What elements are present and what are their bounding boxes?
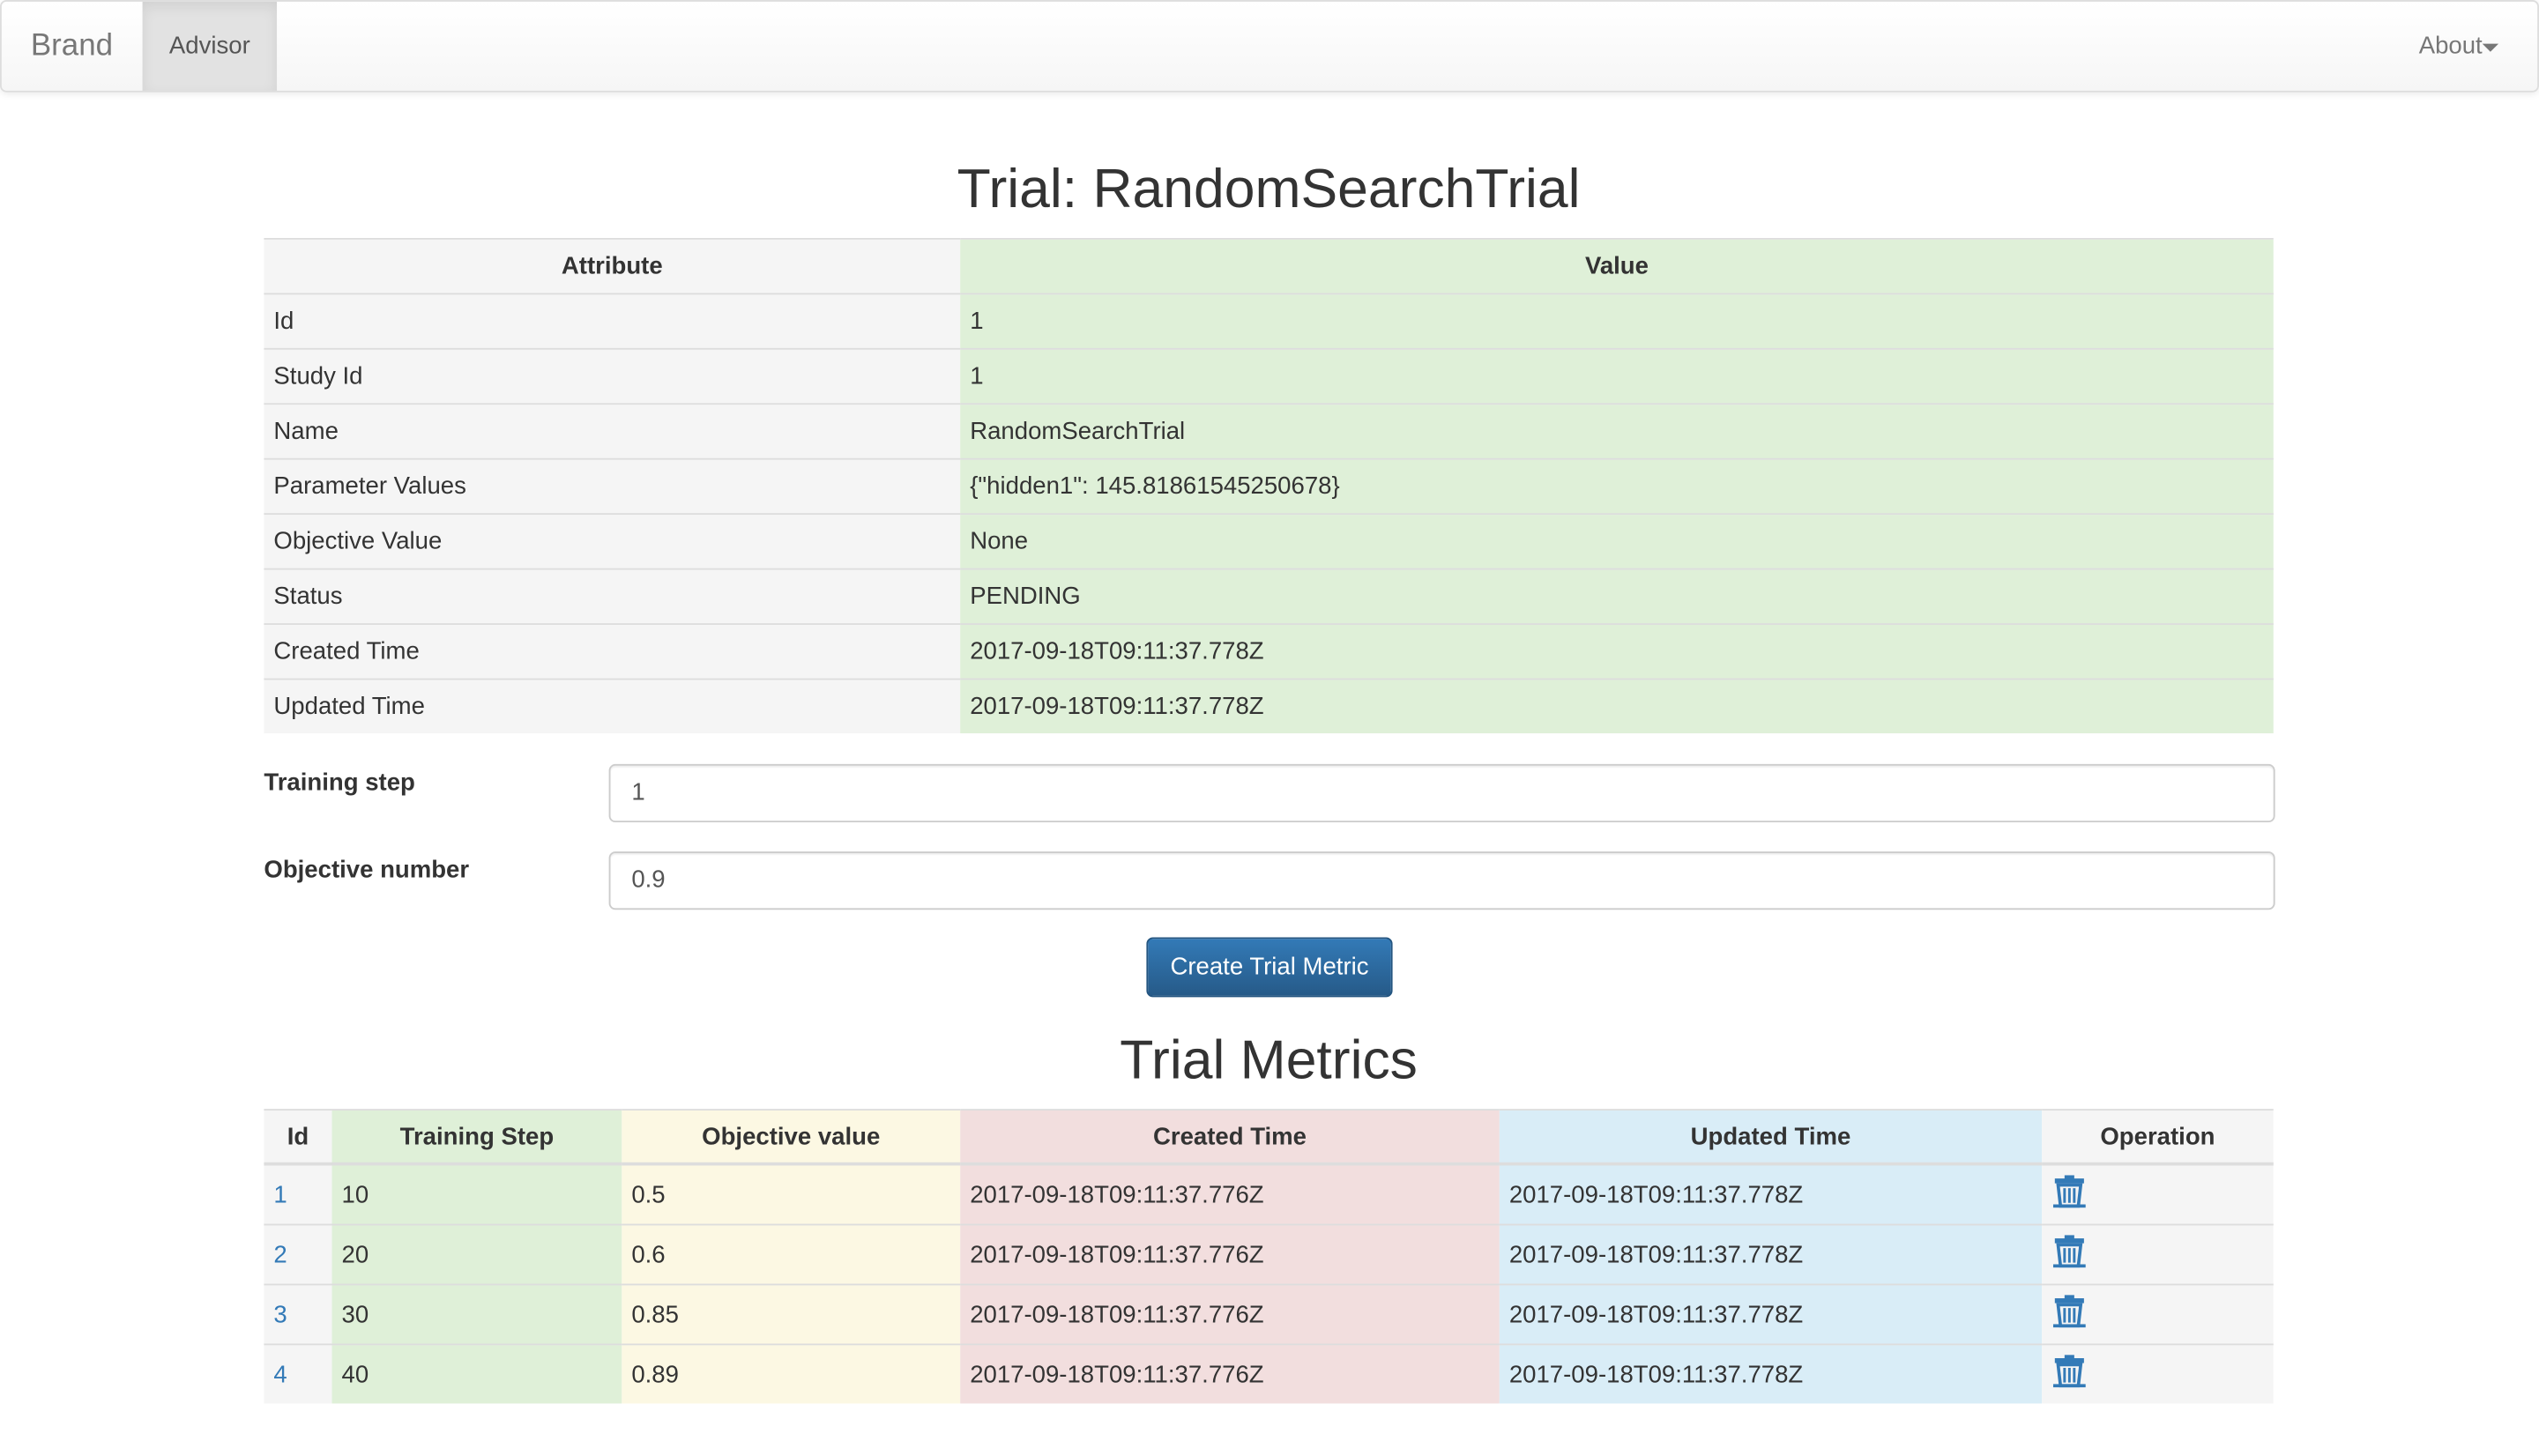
field-label: Training step <box>264 769 415 797</box>
table-cell <box>2042 1343 2274 1404</box>
navbar: Brand Advisor About <box>0 0 2539 93</box>
table-cell: None <box>960 513 2274 569</box>
table-cell: Objective Value <box>264 513 961 569</box>
table-row: Name RandomSearchTrial <box>264 403 2274 459</box>
column-header: Id <box>264 1109 332 1166</box>
table-row: Status PENDING <box>264 568 2274 625</box>
table-cell: 2017-09-18T09:11:37.776Z <box>960 1283 1500 1345</box>
table-cell: Parameter Values <box>264 457 961 515</box>
table-cell: 0.6 <box>622 1223 961 1285</box>
id-link[interactable]: 2 <box>273 1240 287 1269</box>
id-link[interactable]: 1 <box>273 1180 287 1209</box>
column-header: Operation <box>2042 1109 2274 1166</box>
table-cell: PENDING <box>960 568 2274 625</box>
table-cell: 20 <box>331 1223 622 1285</box>
nav-item[interactable]: Advisor <box>142 1 278 91</box>
delete-button[interactable] <box>2051 1295 2087 1335</box>
trash-icon <box>2052 1295 2086 1328</box>
table-row: Study Id 1 <box>264 347 2274 405</box>
column-header: Updated Time <box>1499 1109 2043 1166</box>
create-button[interactable]: Create Trial Metric <box>1146 937 1393 998</box>
delete-button[interactable] <box>2051 1355 2087 1395</box>
text-input[interactable]: 0.9 <box>608 851 2275 910</box>
table-cell: 2017-09-18T09:11:37.778Z <box>960 623 2274 680</box>
table-cell: 0.5 <box>622 1163 961 1225</box>
delete-button[interactable] <box>2051 1175 2087 1215</box>
table-cell <box>2042 1283 2274 1345</box>
trash-icon <box>2052 1175 2086 1208</box>
table-cell: Created Time <box>264 623 961 680</box>
table-row: Id 1 <box>264 293 2274 349</box>
table-cell: RandomSearchTrial <box>960 403 2274 459</box>
field-label: Objective number <box>264 856 470 884</box>
table-cell: 2017-09-18T09:11:37.778Z <box>1499 1163 2043 1225</box>
table-cell: 30 <box>331 1283 622 1345</box>
column-header: Attribute <box>264 237 961 294</box>
table-cell: 1 <box>264 1163 332 1225</box>
table-cell: {"hidden1": 145.81861545250678} <box>960 457 2274 515</box>
table-cell: 2017-09-18T09:11:37.778Z <box>1499 1223 2043 1285</box>
id-link[interactable]: 4 <box>273 1360 287 1388</box>
trial-title: Trial: RandomSearchTrial <box>957 158 1581 220</box>
about-menu[interactable]: About <box>2418 32 2483 60</box>
table-cell: 2017-09-18T09:11:37.778Z <box>1499 1283 2043 1345</box>
table-row: 1 10 0.5 2017-09-18T09:11:37.776Z 2017-09-18… <box>264 1163 2274 1225</box>
column-header: Value <box>960 237 2274 294</box>
column-header: Training Step <box>331 1109 622 1166</box>
table-cell: 2017-09-18T09:11:37.776Z <box>960 1343 1500 1404</box>
column-header: Objective value <box>622 1109 961 1166</box>
table-cell <box>2042 1223 2274 1285</box>
table-cell: 2017-09-18T09:11:37.778Z <box>1499 1343 2043 1404</box>
table-row: 4 40 0.89 2017-09-18T09:11:37.776Z 2017-09-1… <box>264 1343 2274 1404</box>
table-cell: 4 <box>264 1343 332 1404</box>
table-row: Objective Value None <box>264 513 2274 569</box>
table-cell: 0.85 <box>622 1283 961 1345</box>
table-cell: 2017-09-18T09:11:37.776Z <box>960 1223 1500 1285</box>
column-header: Created Time <box>960 1109 1500 1166</box>
table-row: 3 30 0.85 2017-09-18T09:11:37.776Z 2017-09-1… <box>264 1283 2274 1345</box>
table-row: Created Time 2017-09-18T09:11:37.778Z <box>264 623 2274 680</box>
metrics-title: Trial Metrics <box>1120 1029 1418 1091</box>
table-cell: 1 <box>960 293 2274 349</box>
table-cell: 1 <box>960 347 2274 405</box>
header-row: Id Training Step Objective value Created Ti… <box>264 1109 2274 1166</box>
table-row: 2 20 0.6 2017-09-18T09:11:37.776Z 2017-09-18… <box>264 1223 2274 1285</box>
trash-icon <box>2052 1235 2086 1268</box>
brand[interactable]: Brand <box>30 29 114 63</box>
header-row: Attribute Value <box>264 237 2274 294</box>
attribute-table: Attribute Value Id 1 Study Id 1 Name RandomSear… <box>264 237 2274 734</box>
table-cell: 2017-09-18T09:11:37.778Z <box>960 678 2274 734</box>
table-cell: Study Id <box>264 347 961 405</box>
text-input[interactable]: 1 <box>608 763 2275 823</box>
table-cell: 40 <box>331 1343 622 1404</box>
table-cell: Name <box>264 403 961 459</box>
trash-icon <box>2052 1355 2086 1388</box>
table-cell: 2 <box>264 1223 332 1285</box>
metrics-table: Id Training Step Objective value Created Ti… <box>264 1109 2274 1404</box>
table-cell: Status <box>264 568 961 625</box>
table-row: Updated Time 2017-09-18T09:11:37.778Z <box>264 678 2274 734</box>
table-cell: 2017-09-18T09:11:37.776Z <box>960 1163 1500 1225</box>
table-cell: Updated Time <box>264 678 961 734</box>
table-cell: 10 <box>331 1163 622 1225</box>
table-cell: Id <box>264 293 961 349</box>
table-cell: 3 <box>264 1283 332 1345</box>
table-cell <box>2042 1163 2274 1225</box>
delete-button[interactable] <box>2051 1235 2087 1275</box>
table-cell: 0.89 <box>622 1343 961 1404</box>
id-link[interactable]: 3 <box>273 1300 287 1329</box>
caret <box>2482 43 2499 52</box>
table-row: Parameter Values {"hidden1": 145.81861545… <box>264 457 2274 515</box>
